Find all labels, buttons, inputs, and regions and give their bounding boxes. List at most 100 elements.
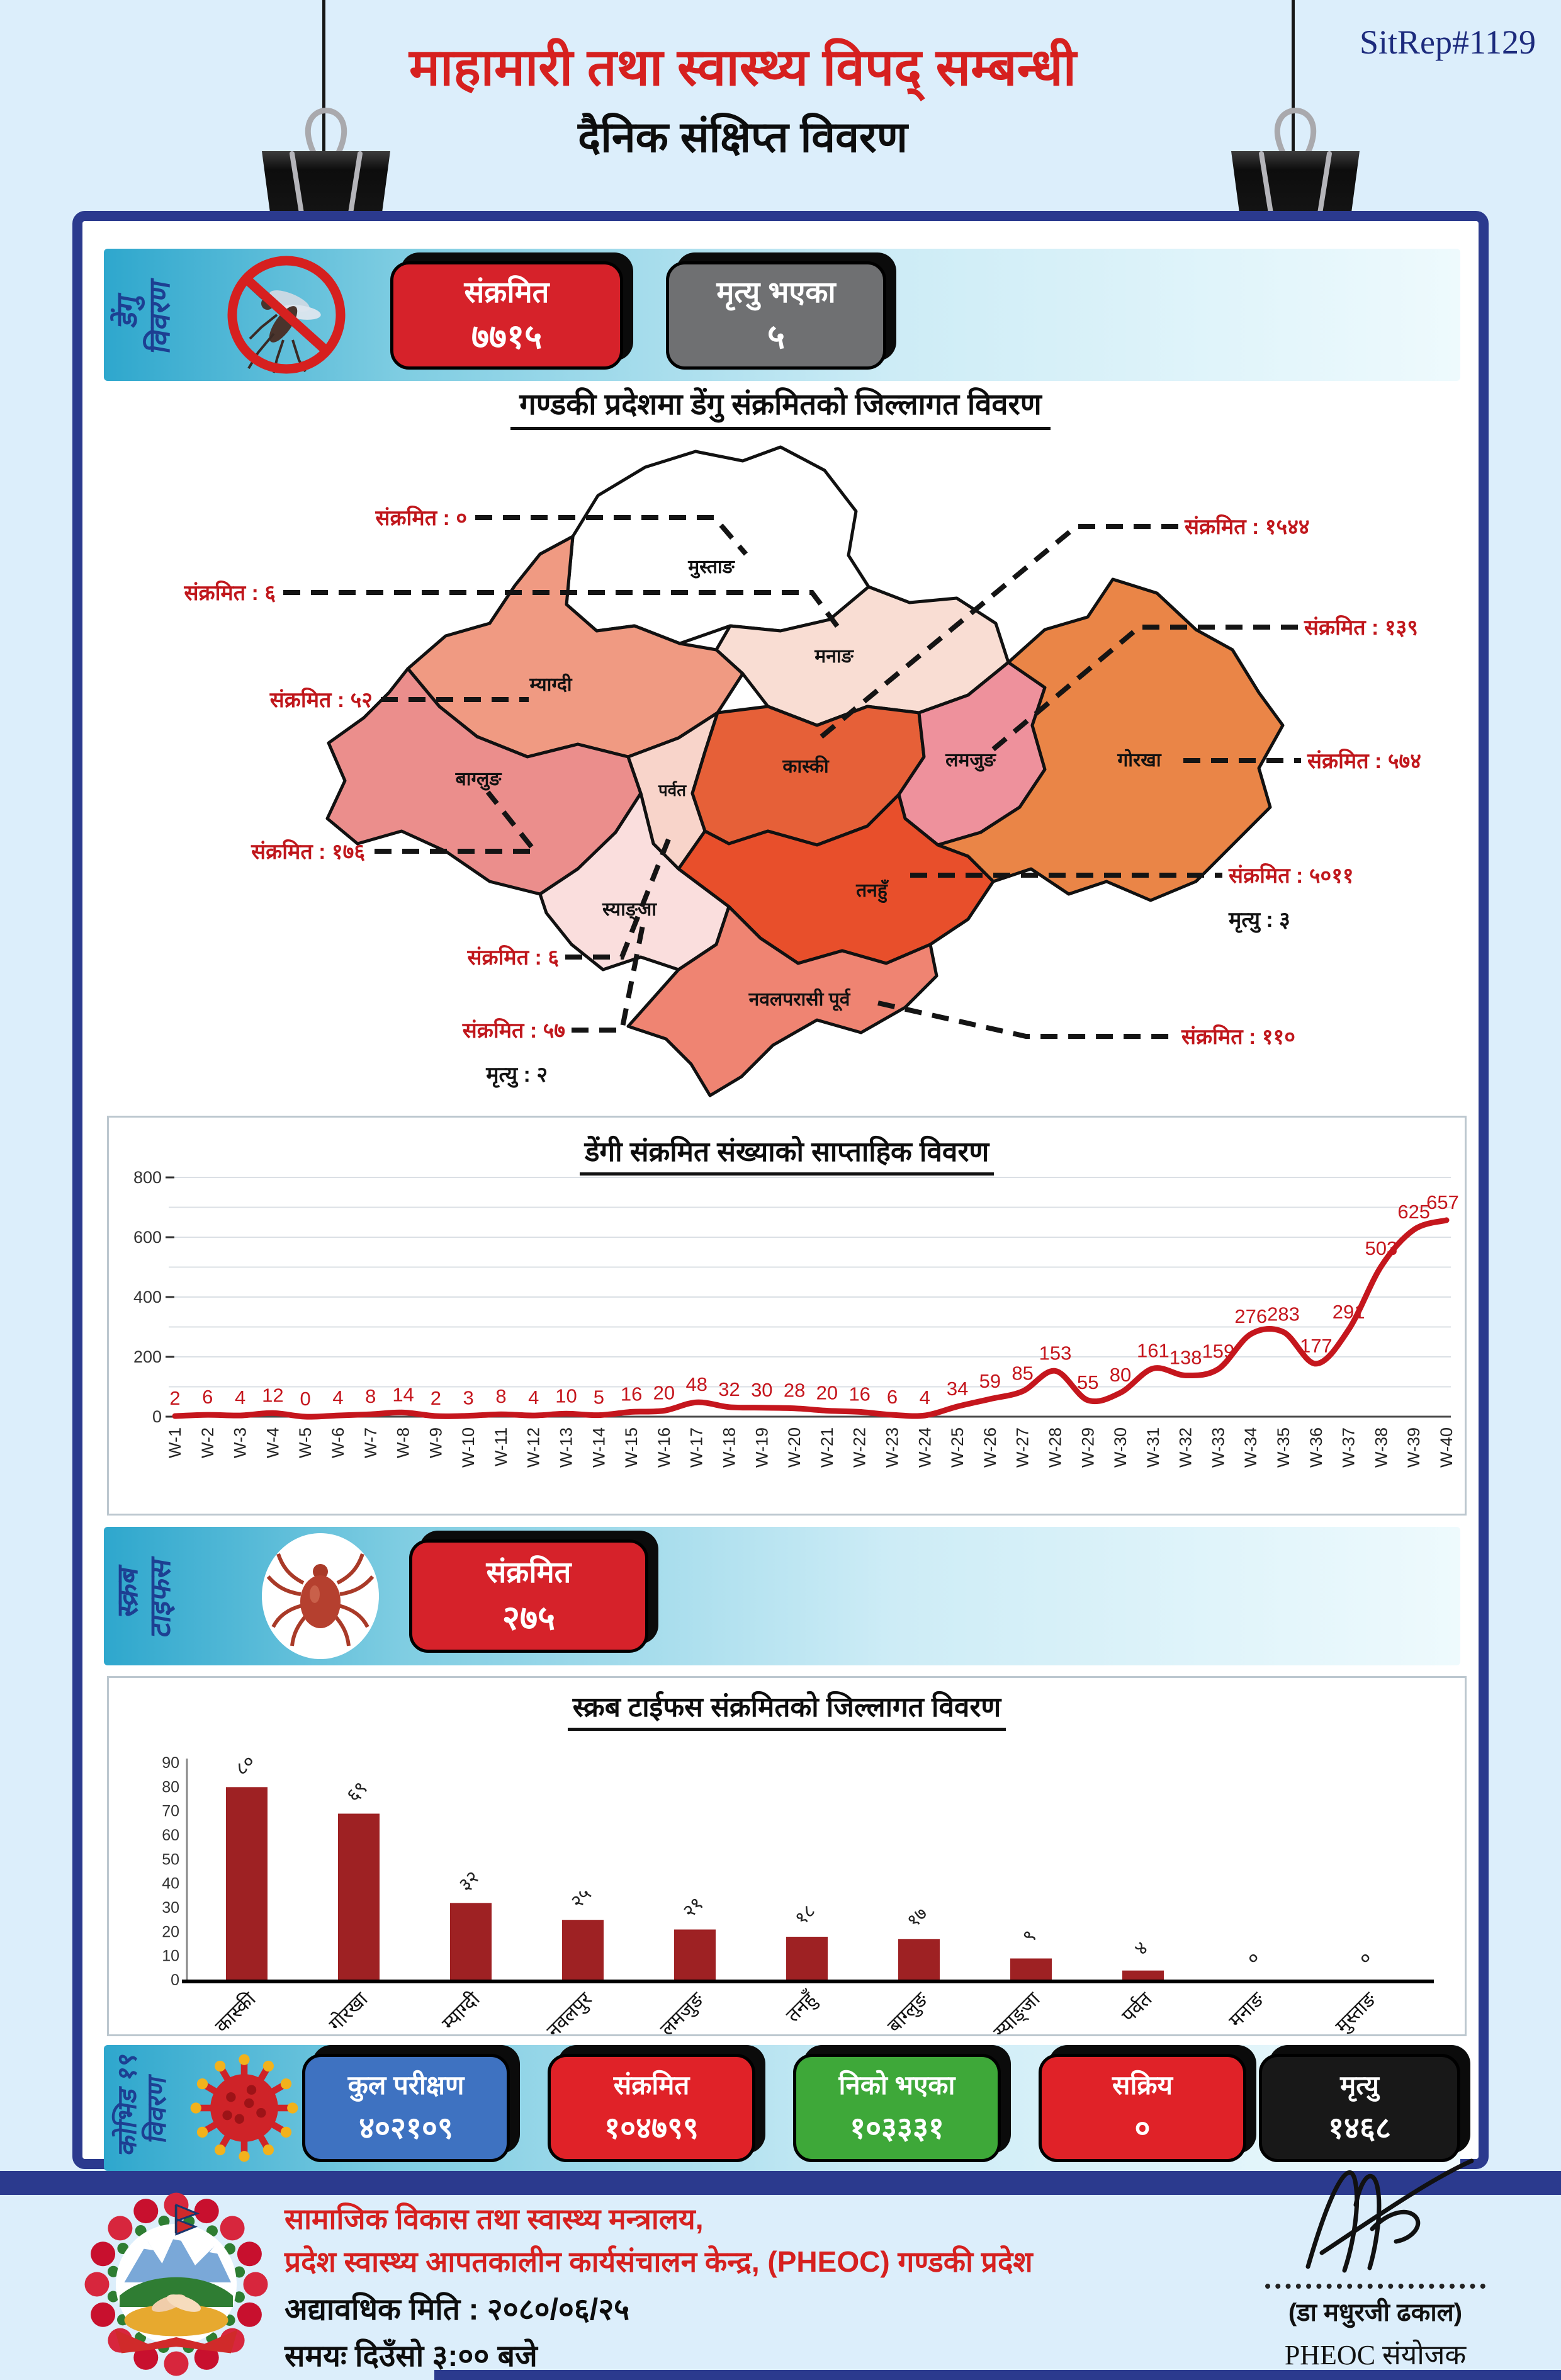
covid-tests-value: ४०२१०९ xyxy=(359,2112,453,2145)
svg-text:गोरखा: गोरखा xyxy=(325,1988,373,2034)
svg-text:W-9: W-9 xyxy=(426,1427,445,1458)
svg-text:W-16: W-16 xyxy=(655,1427,673,1468)
covid-recovered-box: निको भएका १०३३३१ xyxy=(793,2054,1001,2162)
svg-text:२५: २५ xyxy=(567,1884,595,1912)
footer-separator-bar xyxy=(0,2171,1561,2195)
covid-tests-label: कुल परीक्षण xyxy=(347,2070,465,2100)
dengue-deaths-box: मृत्यु भएका ५ xyxy=(666,261,886,370)
svg-text:W-24: W-24 xyxy=(915,1427,934,1468)
district-label-kaski: कास्की xyxy=(782,755,830,777)
svg-text:W-27: W-27 xyxy=(1013,1427,1032,1468)
svg-text:W-2: W-2 xyxy=(198,1427,217,1458)
svg-text:0: 0 xyxy=(171,1971,179,1989)
dengue-band-label: डेंगु विवरण xyxy=(110,277,176,356)
svg-text:400: 400 xyxy=(133,1288,162,1306)
coronavirus-icon xyxy=(190,2054,298,2162)
callout-tanahun-deaths: मृत्यु : ३ xyxy=(1228,908,1290,933)
callout-gorkha: संक्रमित : ५७४ xyxy=(1307,748,1421,773)
svg-text:W-35: W-35 xyxy=(1274,1427,1293,1468)
callout-nawalparasi: संक्रमित : ११० xyxy=(1181,1024,1295,1049)
svg-text:W-40: W-40 xyxy=(1437,1427,1456,1468)
svg-text:०: ० xyxy=(1355,1947,1376,1969)
svg-text:20: 20 xyxy=(816,1382,838,1404)
svg-text:म्याग्दी: म्याग्दी xyxy=(437,1988,484,2034)
svg-text:28: 28 xyxy=(784,1380,805,1402)
svg-text:२१: २१ xyxy=(679,1893,707,1922)
svg-text:20: 20 xyxy=(162,1923,179,1941)
svg-text:W-37: W-37 xyxy=(1339,1427,1358,1468)
svg-text:W-22: W-22 xyxy=(850,1427,869,1468)
svg-text:276: 276 xyxy=(1234,1305,1267,1327)
covid-infected-label: संक्रमित xyxy=(613,2070,690,2100)
svg-text:W-1: W-1 xyxy=(166,1427,184,1458)
dengue-deaths-label: मृत्यु भएका xyxy=(716,275,836,309)
svg-text:16: 16 xyxy=(848,1383,870,1405)
scrub-bar-chart: 0 10 20 30 40 50 60 70 80 90 ८० कास्की ६९ गोरखा ३२ म्या… xyxy=(162,1751,1434,2044)
signature-block: (डा मधुरजी ढकाल) PHEOC संयोजक xyxy=(1253,2147,1517,2372)
district-label-baglung: बाग्लुङ xyxy=(455,769,503,791)
svg-text:W-38: W-38 xyxy=(1372,1427,1390,1468)
covid-active-label: सक्रिय xyxy=(1112,2070,1173,2100)
svg-text:१७: १७ xyxy=(903,1903,932,1931)
svg-text:W-32: W-32 xyxy=(1176,1427,1195,1468)
svg-text:50: 50 xyxy=(162,1850,179,1868)
svg-text:85: 85 xyxy=(1012,1363,1033,1385)
callout-line-parbat xyxy=(565,829,675,960)
footer-updated-date: अद्यावधिक मिति : २०८०/०६/२५ xyxy=(285,2293,630,2326)
dengue-infected-label: संक्रमित xyxy=(464,275,549,309)
scrub-infected-value: २७५ xyxy=(502,1599,556,1637)
svg-text:0: 0 xyxy=(300,1388,311,1410)
svg-text:W-30: W-30 xyxy=(1111,1427,1130,1468)
nepal-emblem xyxy=(84,2192,268,2376)
page-title-line1: माहामारी तथा स्वास्थ्य विपद् सम्बन्धी xyxy=(409,39,1077,96)
callout-mustang: संक्रमित : ० xyxy=(375,505,467,530)
callout-line-kaski xyxy=(820,524,1178,739)
svg-text:503: 503 xyxy=(1365,1237,1398,1259)
callout-line-lamjung xyxy=(991,625,1298,752)
covid-recovered-value: १०३३३१ xyxy=(850,2112,944,2145)
callout-tanahun: संक्रमित : ५०११ xyxy=(1228,863,1354,888)
svg-text:W-26: W-26 xyxy=(981,1427,1000,1468)
svg-text:मुस्ताङ: मुस्ताङ xyxy=(1331,1987,1382,2034)
signature-dotted-line xyxy=(1265,2284,1485,2289)
svg-text:८०: ८० xyxy=(231,1751,259,1779)
svg-text:2: 2 xyxy=(431,1387,441,1409)
weekly-chart-box: 0 200 400 600 800 2 6 4 12 0 4 8 14 2 3 8 4 10 5 16 20 48 32 30… xyxy=(107,1116,1467,1516)
district-label-parbat: पर्वत xyxy=(658,781,687,800)
page-title-line2: दैनिक संक्षिप्त विवरण xyxy=(578,113,908,161)
svg-text:60: 60 xyxy=(162,1827,179,1844)
svg-text:32: 32 xyxy=(718,1378,740,1400)
svg-text:200: 200 xyxy=(133,1347,162,1366)
scrub-infected-box: संक्रमित २७५ xyxy=(409,1539,648,1653)
district-baglung xyxy=(325,667,643,896)
callout-baglung: संक्रमित : १७६ xyxy=(251,839,365,864)
svg-text:4: 4 xyxy=(235,1386,245,1408)
callout-kaski: संक्रमित : १५४४ xyxy=(1184,514,1310,539)
district-mustang xyxy=(565,445,871,645)
svg-text:40: 40 xyxy=(162,1875,179,1893)
district-map: मुस्ताङ मनाङ म्याग्दी बाग्लुङ पर्वत कास्… xyxy=(183,445,1421,1097)
svg-text:W-8: W-8 xyxy=(394,1427,413,1458)
svg-text:W-39: W-39 xyxy=(1404,1427,1423,1468)
svg-text:नवलपुर: नवलपुर xyxy=(543,1987,598,2034)
svg-text:W-21: W-21 xyxy=(818,1427,837,1468)
svg-text:W-18: W-18 xyxy=(720,1427,739,1468)
svg-text:159: 159 xyxy=(1202,1340,1235,1362)
svg-text:30: 30 xyxy=(751,1379,772,1401)
district-label-gorkha: गोरखा xyxy=(1117,749,1161,771)
hanging-string-right xyxy=(1292,0,1295,189)
district-label-nawalparasi: नवलपरासी पूर्व xyxy=(748,988,851,1011)
svg-text:W-11: W-11 xyxy=(492,1427,510,1466)
district-label-tanahun: तनहुँ xyxy=(855,879,889,904)
svg-text:90: 90 xyxy=(162,1754,179,1772)
svg-text:657: 657 xyxy=(1426,1191,1459,1213)
svg-text:W-12: W-12 xyxy=(524,1427,543,1468)
svg-text:W-31: W-31 xyxy=(1144,1427,1163,1468)
svg-text:10: 10 xyxy=(162,1947,179,1965)
callout-line-syangja xyxy=(572,922,646,1033)
svg-text:W-4: W-4 xyxy=(263,1427,282,1458)
svg-text:10: 10 xyxy=(555,1385,577,1407)
district-gorkha xyxy=(936,577,1285,902)
